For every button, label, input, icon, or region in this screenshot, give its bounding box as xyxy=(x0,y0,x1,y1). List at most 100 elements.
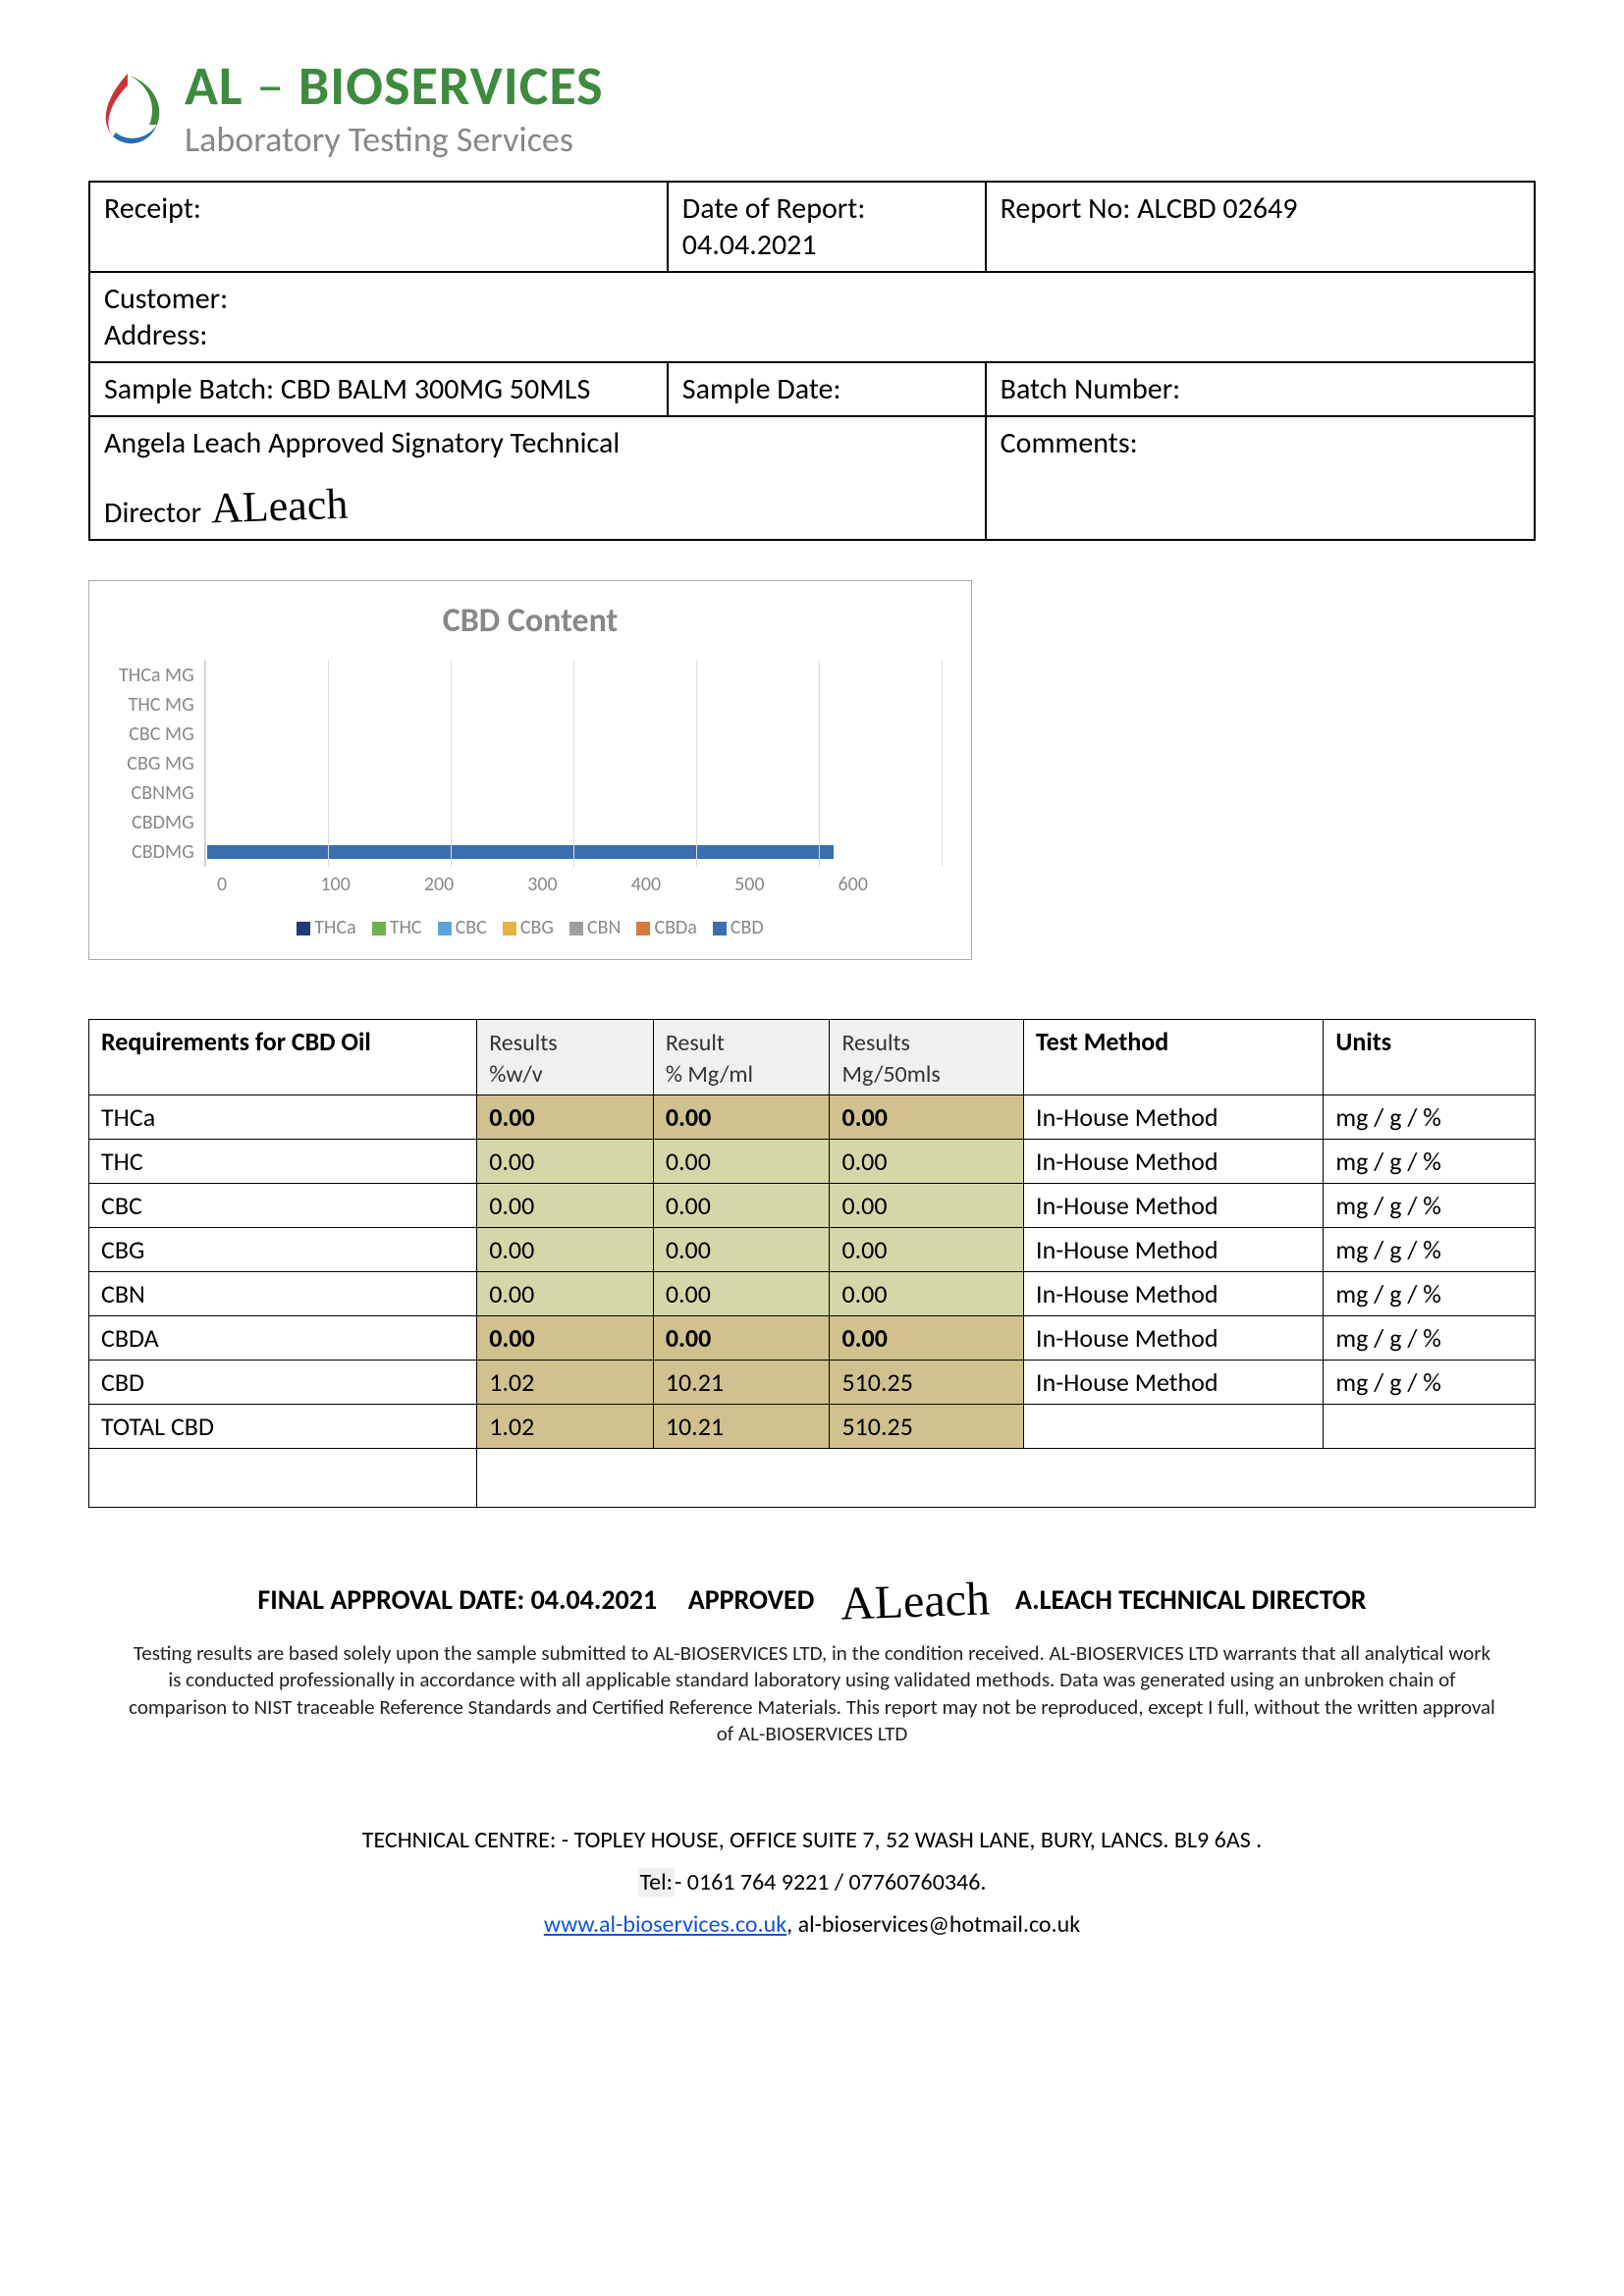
results-cell: 510.25 xyxy=(830,1361,1024,1405)
report-no-label: Report No: xyxy=(1001,190,1131,227)
results-cell: 0.00 xyxy=(830,1316,1024,1361)
approved-label: APPROVED xyxy=(688,1582,815,1617)
results-cell: mg / g / % xyxy=(1324,1272,1536,1316)
report-page: AL – BIOSERVICES Laboratory Testing Serv… xyxy=(0,0,1624,2011)
results-cell: 0.00 xyxy=(830,1272,1024,1316)
results-cell: 0.00 xyxy=(653,1272,830,1316)
legend-item: CBC xyxy=(438,916,487,939)
results-row: TOTAL CBD1.0210.21510.25 xyxy=(89,1405,1536,1449)
th-method: Test Method xyxy=(1024,1020,1324,1095)
legend-swatch xyxy=(297,922,310,935)
approval-signer: A.LEACH TECHNICAL DIRECTOR xyxy=(1015,1582,1367,1617)
legend-swatch xyxy=(636,922,650,935)
results-cell: 0.00 xyxy=(830,1184,1024,1228)
address-label: Address: xyxy=(104,317,207,353)
legend-item: CBDa xyxy=(636,916,696,939)
date-report-value: 04.04.2021 xyxy=(682,227,817,263)
report-no-cell: Report No: ALCBD 02649 xyxy=(986,182,1535,272)
logo-block: AL – BIOSERVICES Laboratory Testing Serv… xyxy=(88,59,1536,161)
th-mg50-a: Results xyxy=(841,1029,909,1057)
results-body: THCa0.000.000.00In-House Methodmg / g / … xyxy=(89,1095,1536,1449)
results-cell: 0.00 xyxy=(477,1095,654,1140)
sample-date-cell: Sample Date: xyxy=(668,362,986,416)
sample-batch-cell: Sample Batch: CBD BALM 300MG 50MLS xyxy=(89,362,668,416)
logo-title: AL – BIOSERVICES xyxy=(185,59,604,114)
results-cell: 510.25 xyxy=(830,1405,1024,1449)
th-mgml: Result % Mg/ml xyxy=(653,1020,830,1095)
footer-tel: Tel:- 0161 764 9221 / 07760760346. xyxy=(88,1868,1536,1896)
approval-signature: ALeach xyxy=(839,1572,991,1630)
signatory-line1: Angela Leach Approved Signatory Technica… xyxy=(104,425,971,461)
th-wv-a: Results xyxy=(489,1029,557,1057)
chart-title: CBD Content xyxy=(119,601,942,641)
comments-cell: Comments: xyxy=(986,416,1535,540)
legend-item: CBN xyxy=(569,916,621,939)
results-cell: 0.00 xyxy=(653,1140,830,1184)
footer-address: TECHNICAL CENTRE: - TOPLEY HOUSE, OFFICE… xyxy=(88,1826,1536,1854)
chart-y-labels: THCa MGTHC MGCBC MGCBG MGCBNMGCBDMGCBDMG xyxy=(119,661,204,867)
chart-gridline xyxy=(328,661,329,867)
approval-date-value: 04.04.2021 xyxy=(531,1582,658,1617)
results-row: THC0.000.000.00In-House Methodmg / g / % xyxy=(89,1140,1536,1184)
chart-x-axis: 0100200300400500600 xyxy=(217,873,942,896)
results-cell: In-House Method xyxy=(1024,1140,1324,1184)
date-report-cell: Date of Report: 04.04.2021 xyxy=(668,182,986,272)
logo-subtitle: Laboratory Testing Services xyxy=(185,118,604,161)
results-cell: mg / g / % xyxy=(1324,1228,1536,1272)
legend-item: THCa xyxy=(297,916,355,939)
results-cell: In-House Method xyxy=(1024,1184,1324,1228)
legend-swatch xyxy=(713,922,727,935)
tel-value: - 0161 764 9221 / 07760760346. xyxy=(675,1868,986,1896)
chart-gridline xyxy=(573,661,574,867)
results-cell: mg / g / % xyxy=(1324,1316,1536,1361)
th-requirements: Requirements for CBD Oil xyxy=(89,1020,477,1095)
chart-bar xyxy=(207,845,834,859)
chart-x-tick: 100 xyxy=(320,873,423,896)
results-cell: mg / g / % xyxy=(1324,1361,1536,1405)
customer-label: Customer: xyxy=(104,281,228,317)
empty-cell-right xyxy=(477,1449,1536,1508)
legend-swatch xyxy=(372,922,386,935)
footer-web-link[interactable]: www.al-bioservices.co.uk xyxy=(544,1910,786,1939)
results-cell xyxy=(1324,1405,1536,1449)
sample-date-label: Sample Date: xyxy=(682,371,841,407)
approval-line: FINAL APPROVAL DATE: 04.04.2021 APPROVED… xyxy=(88,1567,1536,1621)
results-cell: mg / g / % xyxy=(1324,1184,1536,1228)
results-cell: 0.00 xyxy=(830,1228,1024,1272)
results-cell: In-House Method xyxy=(1024,1316,1324,1361)
chart-x-tick: 300 xyxy=(527,873,630,896)
results-row: CBG0.000.000.00In-House Methodmg / g / % xyxy=(89,1228,1536,1272)
results-cell: In-House Method xyxy=(1024,1095,1324,1140)
results-cell: 0.00 xyxy=(653,1184,830,1228)
legend-swatch xyxy=(569,922,583,935)
results-cell: 10.21 xyxy=(653,1405,830,1449)
results-cell: 0.00 xyxy=(477,1228,654,1272)
logo-bios: BIOSERVICES xyxy=(298,53,604,120)
chart-y-label: CBG MG xyxy=(119,749,194,778)
results-row: THCa0.000.000.00In-House Methodmg / g / … xyxy=(89,1095,1536,1140)
empty-cell-left xyxy=(89,1449,477,1508)
results-cell: CBC xyxy=(89,1184,477,1228)
approval-date-label: FINAL APPROVAL DATE: xyxy=(257,1582,524,1617)
chart-y-label: CBDMG xyxy=(119,808,194,837)
disclaimer-text: Testing results are based solely upon th… xyxy=(88,1640,1536,1747)
customer-address-cell: Customer: Address: xyxy=(89,272,1535,362)
results-cell xyxy=(1024,1405,1324,1449)
footer-email: al-bioservices@hotmail.co.uk xyxy=(798,1910,1081,1939)
batch-number-cell: Batch Number: xyxy=(986,362,1535,416)
results-cell: THC xyxy=(89,1140,477,1184)
legend-item: THC xyxy=(372,916,422,939)
tel-label: Tel: xyxy=(638,1868,675,1896)
chart-y-label: CBC MG xyxy=(119,720,194,749)
logo-dash: – xyxy=(244,53,298,120)
results-row: CBD1.0210.21510.25In-House Methodmg / g … xyxy=(89,1361,1536,1405)
legend-swatch xyxy=(438,922,452,935)
chart-y-label: CBDMG xyxy=(119,837,194,867)
results-cell: In-House Method xyxy=(1024,1272,1324,1316)
results-cell: 0.00 xyxy=(477,1272,654,1316)
results-cell: 0.00 xyxy=(477,1316,654,1361)
comments-label: Comments: xyxy=(1001,425,1138,461)
results-cell: 1.02 xyxy=(477,1361,654,1405)
th-mgml-b: % Mg/ml xyxy=(666,1060,753,1089)
results-cell: 10.21 xyxy=(653,1361,830,1405)
